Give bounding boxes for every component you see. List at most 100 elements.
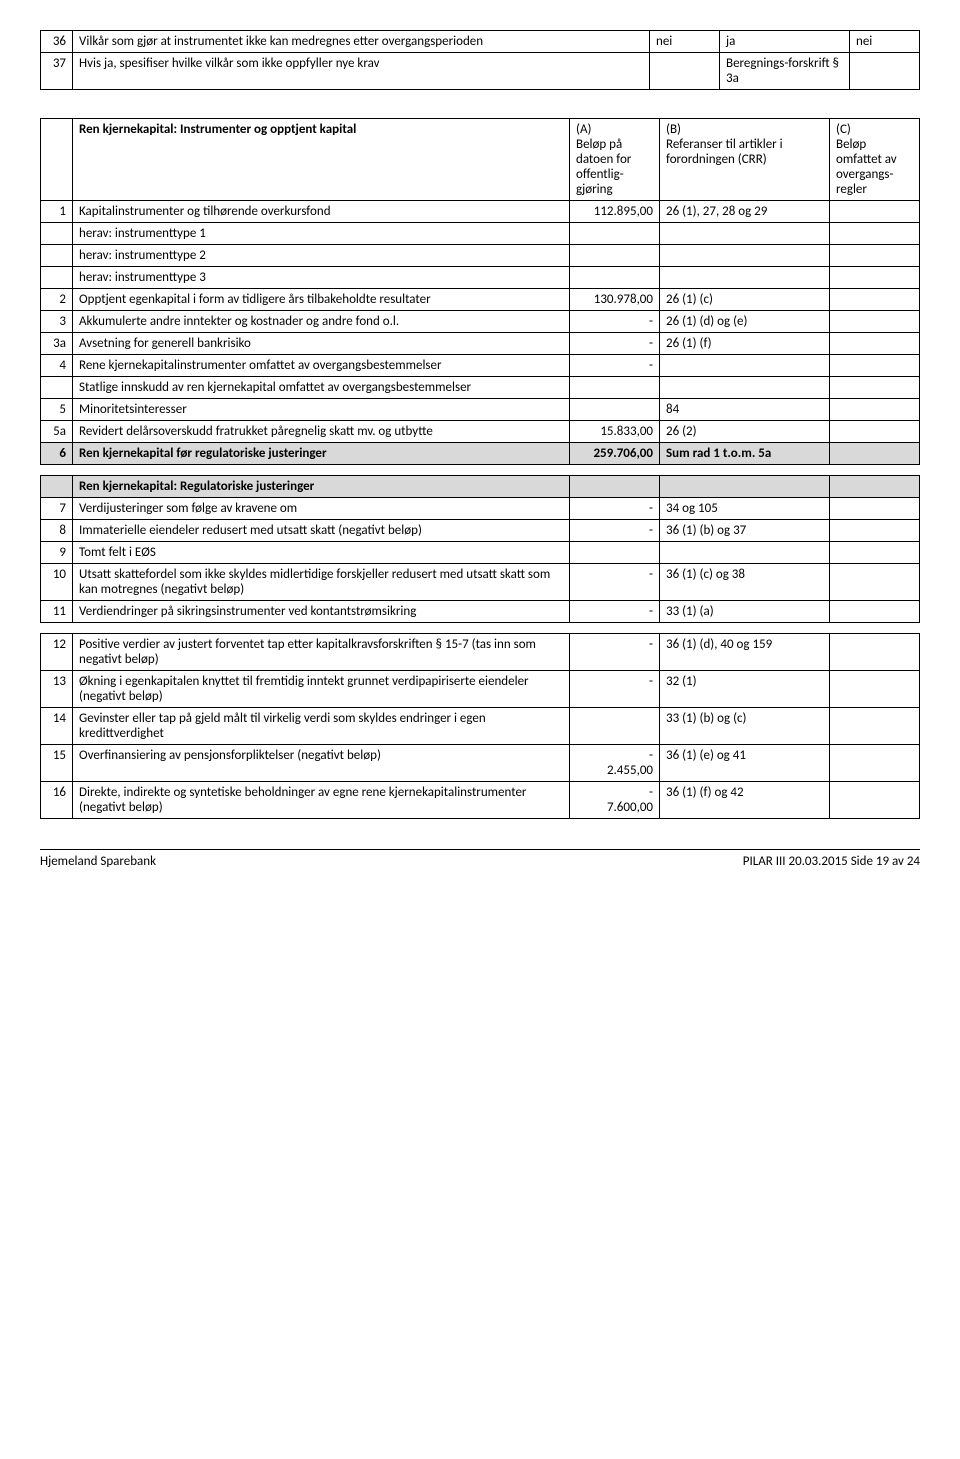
row-amt: - bbox=[570, 671, 660, 708]
row-text: Akkumulerte andre inntekter og kostnader… bbox=[73, 311, 570, 333]
row-num bbox=[41, 223, 73, 245]
section2-title: Ren kjernekapital: Regulatoriske justeri… bbox=[73, 476, 570, 498]
page-footer: Hjemeland Sparebank PILAR III 20.03.2015… bbox=[40, 849, 920, 869]
row-text: Minoritetsinteresser bbox=[73, 399, 570, 421]
row-num bbox=[41, 267, 73, 289]
row-text: herav: instrumenttype 3 bbox=[73, 267, 570, 289]
row-num: 3a bbox=[41, 333, 73, 355]
row-amt bbox=[570, 399, 660, 421]
row-ref: 36 (1) (b) og 37 bbox=[660, 520, 830, 542]
row-text: Økning i egenkapitalen knyttet til fremt… bbox=[73, 671, 570, 708]
row-over bbox=[830, 520, 920, 542]
row-ref: 36 (1) (f) og 42 bbox=[660, 782, 830, 819]
row-amt: 130.978,00 bbox=[570, 289, 660, 311]
blank bbox=[660, 476, 830, 498]
cell bbox=[650, 53, 720, 90]
row-num: 37 bbox=[41, 53, 73, 90]
row-text: Rene kjernekapitalinstrumenter omfattet … bbox=[73, 355, 570, 377]
row-num: 14 bbox=[41, 708, 73, 745]
row-ref: 33 (1) (a) bbox=[660, 601, 830, 623]
row-text: Positive verdier av justert forventet ta… bbox=[73, 634, 570, 671]
row-ref bbox=[660, 355, 830, 377]
row-over bbox=[830, 601, 920, 623]
row-num: 8 bbox=[41, 520, 73, 542]
row-amt: - bbox=[570, 333, 660, 355]
row-text: Verdijusteringer som følge av kravene om bbox=[73, 498, 570, 520]
row-num: 16 bbox=[41, 782, 73, 819]
row-amt bbox=[570, 223, 660, 245]
row-num: 11 bbox=[41, 601, 73, 623]
row-over bbox=[830, 267, 920, 289]
col-header-a: (A) Beløp på datoen for offentlig-gjørin… bbox=[570, 119, 660, 201]
row-num: 7 bbox=[41, 498, 73, 520]
row-over bbox=[830, 399, 920, 421]
row-text: Hvis ja, spesifiser hvilke vilkår som ik… bbox=[73, 53, 650, 90]
row-over bbox=[830, 377, 920, 399]
row-over bbox=[830, 634, 920, 671]
row-over bbox=[830, 289, 920, 311]
row-amt bbox=[570, 267, 660, 289]
row-ref: 84 bbox=[660, 399, 830, 421]
row-amt: - bbox=[570, 355, 660, 377]
row-over bbox=[830, 443, 920, 465]
row-ref: 33 (1) (b) og (c) bbox=[660, 708, 830, 745]
row-over bbox=[830, 311, 920, 333]
row-ref: 26 (2) bbox=[660, 421, 830, 443]
row-ref: 26 (1) (d) og (e) bbox=[660, 311, 830, 333]
row-text: Avsetning for generell bankrisiko bbox=[73, 333, 570, 355]
cell: nei bbox=[850, 31, 920, 53]
row-text: Vilkår som gjør at instrumentet ikke kan… bbox=[73, 31, 650, 53]
row-amt: - bbox=[570, 634, 660, 671]
row-over bbox=[830, 245, 920, 267]
row-num: 15 bbox=[41, 745, 73, 782]
row-text: Gevinster eller tap på gjeld målt til vi… bbox=[73, 708, 570, 745]
row-ref: 32 (1) bbox=[660, 671, 830, 708]
top-table: 36 Vilkår som gjør at instrumentet ikke … bbox=[40, 30, 920, 90]
blank bbox=[41, 119, 73, 201]
row-amt: - 7.600,00 bbox=[570, 782, 660, 819]
row-amt: - 2.455,00 bbox=[570, 745, 660, 782]
row-text: herav: instrumenttype 1 bbox=[73, 223, 570, 245]
row-text: Kapitalinstrumenter og tilhørende overku… bbox=[73, 201, 570, 223]
row-ref bbox=[660, 267, 830, 289]
cell: Beregnings-forskrift § 3a bbox=[720, 53, 850, 90]
row-num bbox=[41, 377, 73, 399]
row-num: 5a bbox=[41, 421, 73, 443]
row-ref bbox=[660, 377, 830, 399]
row-num: 4 bbox=[41, 355, 73, 377]
blank bbox=[41, 476, 73, 498]
row-text: Ren kjernekapital før regulatoriske just… bbox=[73, 443, 570, 465]
row-text: Overfinansiering av pensjonsforpliktelse… bbox=[73, 745, 570, 782]
row-ref: 26 (1) (c) bbox=[660, 289, 830, 311]
row-num: 12 bbox=[41, 634, 73, 671]
row-ref bbox=[660, 245, 830, 267]
row-over bbox=[830, 201, 920, 223]
row-amt: 15.833,00 bbox=[570, 421, 660, 443]
row-text: Tomt felt i EØS bbox=[73, 542, 570, 564]
row-text: herav: instrumenttype 2 bbox=[73, 245, 570, 267]
row-amt: - bbox=[570, 311, 660, 333]
footer-left: Hjemeland Sparebank bbox=[40, 854, 156, 869]
row-over bbox=[830, 542, 920, 564]
row-ref: Sum rad 1 t.o.m. 5a bbox=[660, 443, 830, 465]
row-amt: - bbox=[570, 601, 660, 623]
row-ref: 26 (1), 27, 28 og 29 bbox=[660, 201, 830, 223]
row-ref: 26 (1) (f) bbox=[660, 333, 830, 355]
cell bbox=[850, 53, 920, 90]
section3-table: 12Positive verdier av justert forventet … bbox=[40, 633, 920, 819]
cell: nei bbox=[650, 31, 720, 53]
row-num: 1 bbox=[41, 201, 73, 223]
row-over bbox=[830, 564, 920, 601]
row-ref: 36 (1) (d), 40 og 159 bbox=[660, 634, 830, 671]
row-num: 6 bbox=[41, 443, 73, 465]
row-text: Direkte, indirekte og syntetiske beholdn… bbox=[73, 782, 570, 819]
row-over bbox=[830, 498, 920, 520]
row-over bbox=[830, 782, 920, 819]
col-header-c: (C) Beløp omfattet av overgangs-regler bbox=[830, 119, 920, 201]
row-amt bbox=[570, 245, 660, 267]
row-num: 10 bbox=[41, 564, 73, 601]
blank bbox=[570, 476, 660, 498]
row-num: 36 bbox=[41, 31, 73, 53]
row-amt: 259.706,00 bbox=[570, 443, 660, 465]
row-over bbox=[830, 745, 920, 782]
